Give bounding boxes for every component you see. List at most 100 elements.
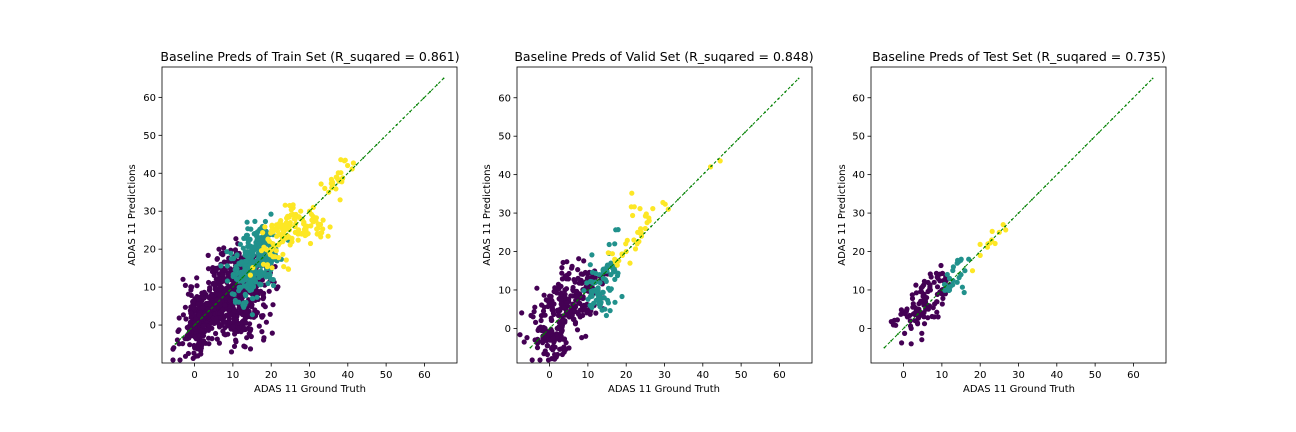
train-point-high xyxy=(295,237,301,243)
valid-identity-marker xyxy=(797,77,800,80)
train-point-high xyxy=(317,230,323,237)
valid-point-low xyxy=(541,304,547,310)
test-point-high xyxy=(984,244,991,250)
test-chart-title: Baseline Preds of Test Set (R_suqared = … xyxy=(872,49,1166,64)
valid-point-mid xyxy=(589,252,595,258)
valid-y-tick-label: 30 xyxy=(498,209,511,220)
valid-point-low xyxy=(579,280,585,286)
valid-point-low xyxy=(540,308,547,314)
test-x-tick-label: 10 xyxy=(936,370,949,381)
train-y-tick-label: 40 xyxy=(143,169,156,180)
train-point-mid xyxy=(270,282,277,289)
train-point-low xyxy=(177,357,183,363)
train-identity-marker xyxy=(415,104,418,106)
train-identity-marker xyxy=(335,183,338,186)
train-point-low xyxy=(200,323,207,329)
valid-point-mid xyxy=(612,267,618,273)
valid-identity-marker xyxy=(576,299,579,302)
train-point-low xyxy=(217,283,223,289)
train-point-mid xyxy=(247,278,253,284)
valid-point-low xyxy=(568,293,574,299)
train-point-low xyxy=(221,259,227,265)
test-point-low xyxy=(914,320,921,326)
train-y-axis-label: ADAS 11 Predictions xyxy=(127,164,138,266)
train-point-low xyxy=(248,326,254,332)
test-identity-marker xyxy=(1124,104,1127,107)
train-point-low xyxy=(243,320,249,326)
valid-point-low xyxy=(573,294,580,300)
train-point-low xyxy=(269,330,275,336)
train-point-high xyxy=(265,236,271,242)
test-point-low xyxy=(934,309,940,315)
test-point-low xyxy=(921,321,928,327)
train-point-low xyxy=(227,297,233,304)
train-identity-marker xyxy=(187,329,190,332)
valid-x-tick-label: 60 xyxy=(773,370,786,381)
valid-point-mid xyxy=(607,308,613,314)
train-point-high xyxy=(335,176,341,182)
valid-identity-marker xyxy=(636,239,639,241)
valid-identity-marker xyxy=(536,339,539,342)
train-identity-line-path xyxy=(175,78,444,345)
train-point-high xyxy=(292,224,298,230)
test-point-mid xyxy=(942,287,948,293)
valid-identity-line-path xyxy=(530,78,799,348)
train-identity-marker xyxy=(429,90,432,93)
train-point-high xyxy=(260,230,266,236)
train-identity-marker xyxy=(214,303,217,306)
test-y-tick-label: 60 xyxy=(852,93,865,104)
train-identity-marker xyxy=(301,216,304,219)
train-point-low xyxy=(222,267,228,273)
valid-identity-marker xyxy=(670,205,673,208)
train-point-low xyxy=(204,301,210,307)
train-point-mid xyxy=(244,219,250,225)
valid-point-high xyxy=(631,237,637,243)
train-point-high xyxy=(290,202,296,208)
test-identity-marker xyxy=(1104,124,1107,127)
train-point-low xyxy=(196,312,202,318)
test-x-tick-label: 50 xyxy=(1089,370,1102,381)
train-point-mid xyxy=(236,299,242,305)
valid-point-high xyxy=(642,213,649,219)
valid-point-low xyxy=(524,335,530,341)
train-point-low xyxy=(207,285,213,291)
train-point-high xyxy=(281,264,287,270)
valid-point-low xyxy=(552,352,558,358)
train-point-mid xyxy=(224,278,230,284)
train-point-mid xyxy=(265,280,271,287)
train-identity-marker xyxy=(241,276,244,279)
train-x-tick-label: 60 xyxy=(418,370,431,381)
valid-point-low xyxy=(582,269,589,276)
train-point-mid xyxy=(218,263,224,269)
train-point-mid xyxy=(251,276,257,282)
valid-identity-marker xyxy=(549,326,552,329)
test-point-low xyxy=(935,314,941,320)
test-identity-marker xyxy=(1017,212,1020,214)
valid-point-high xyxy=(637,206,643,212)
train-identity-marker xyxy=(355,163,358,166)
train-point-low xyxy=(200,333,207,339)
train-identity-marker xyxy=(201,316,204,319)
valid-point-low xyxy=(537,357,543,363)
train-y-tick-label: 10 xyxy=(143,283,156,294)
train-y-tick-label: 30 xyxy=(143,207,156,218)
train-point-mid xyxy=(231,291,237,297)
valid-identity-marker xyxy=(784,91,787,93)
valid-point-mid xyxy=(601,295,607,301)
valid-x-ticks: 0 10 20 30 40 50 60 xyxy=(546,363,786,381)
train-identity-marker xyxy=(234,283,237,286)
valid-point-low xyxy=(560,259,566,266)
test-identity-marker xyxy=(930,299,933,302)
valid-y-tick-label: 40 xyxy=(498,170,511,181)
train-point-mid xyxy=(253,233,260,239)
train-x-tick-label: 50 xyxy=(380,370,393,381)
train-identity-marker xyxy=(328,190,331,193)
train-point-low xyxy=(208,320,215,326)
train-x-ticks: 0 10 20 30 40 50 60 xyxy=(191,363,431,381)
train-point-mid xyxy=(262,218,268,225)
valid-point-mid xyxy=(608,286,614,292)
train-identity-marker xyxy=(254,263,257,266)
train-point-high xyxy=(276,255,282,261)
test-identity-marker xyxy=(1057,171,1060,174)
test-point-mid xyxy=(954,279,960,285)
